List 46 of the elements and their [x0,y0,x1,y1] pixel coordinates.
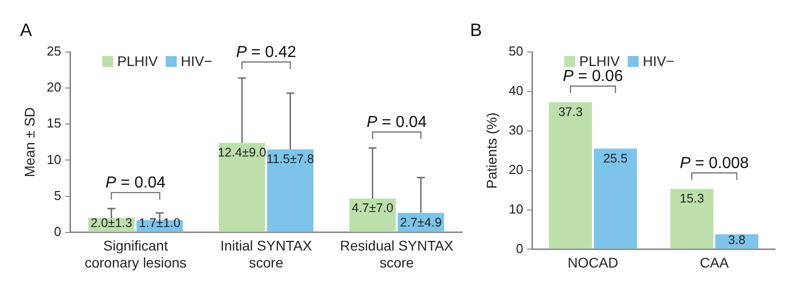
annotation: P = 0.008 [680,154,749,172]
bar [670,188,714,249]
y-tick-label: 30 [508,122,524,138]
y-tick-label: 0 [54,224,62,239]
data-label: 11.5±7.8 [266,152,314,166]
y-tick-label: 15 [46,116,62,131]
x-tick-label: CAA [700,254,730,270]
y-tick-label: 40 [508,83,524,98]
data-label: 3.8 [728,232,746,247]
bar [594,148,637,249]
annotation: P = 0.04 [366,114,427,131]
y-axis-title: Patients (%) [483,112,500,189]
bar [267,149,314,232]
y-tick-label: 20 [508,162,524,177]
legend-label: HIV− [180,52,212,69]
text: A [20,20,32,40]
y-tick-label: 50 [508,44,524,59]
bar [548,102,592,249]
legend-label: PLHIV [579,52,620,69]
x-tick-label: Significant coronary lesions [84,238,187,270]
y-tick-label: 10 [508,201,524,216]
y-axis-title: Mean ± SD [21,107,38,178]
y-tick-label: 10 [46,152,62,167]
annotation: P = 0.04 [106,174,166,192]
y-tick-label: 20 [46,80,62,95]
data-label: 12.4±9.0 [218,146,266,160]
x-tick-label: NOCAD [568,254,618,270]
data-label: 2.0±1.3 [90,216,132,230]
annotation: P = 0.42 [236,44,296,61]
x-tick-label: Residual SYNTAX score [340,238,454,270]
data-label: 15.3 [680,192,704,206]
bar [349,198,396,232]
bar [218,142,266,232]
y-tick-label: 5 [54,188,62,203]
x-tick-label: Initial SYNTAX score [220,238,313,270]
data-label: 1.7±1.0 [138,216,181,230]
y-tick-label: 25 [46,44,62,59]
legend-label: HIV− [642,52,674,69]
y-tick-label: 0 [516,240,524,256]
data-label: 2.7±4.9 [400,216,442,230]
data-label: 25.5 [603,151,628,166]
data-label: 4.7±7.0 [352,201,394,216]
annotation: P = 0.06 [562,68,624,86]
legend-label: PLHIV [117,52,158,69]
data-label: 37.3 [558,104,583,119]
text: B [470,20,482,40]
